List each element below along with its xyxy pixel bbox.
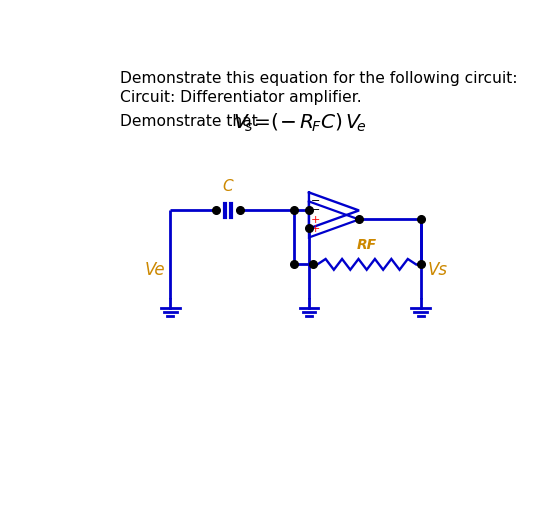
Text: $\it{V}_{\!s}\!=\!(\!-R_{\!F}C)\,\it{V}_{\!e}$: $\it{V}_{\!s}\!=\!(\!-R_{\!F}C)\,\it{V}_… — [233, 112, 366, 134]
Text: Vs: Vs — [428, 261, 447, 279]
Text: Circuit: Differentiator amplifier.: Circuit: Differentiator amplifier. — [120, 90, 362, 105]
Text: −: − — [311, 195, 321, 206]
Text: RF: RF — [356, 238, 377, 252]
Text: Demonstrate this equation for the following circuit:: Demonstrate this equation for the follow… — [120, 71, 518, 86]
Text: −: − — [311, 205, 321, 215]
Text: Ve: Ve — [145, 261, 165, 279]
Text: +: + — [311, 215, 321, 225]
Text: C: C — [223, 179, 234, 193]
Text: +: + — [311, 224, 321, 234]
Text: Demonstrate that: Demonstrate that — [120, 114, 263, 129]
